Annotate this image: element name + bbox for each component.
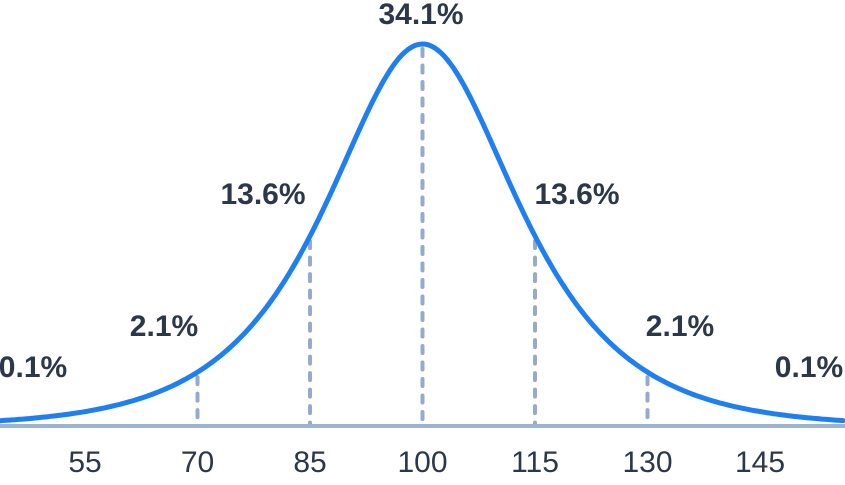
percent-label-left-tail: 0.1% (0, 351, 68, 384)
percent-label-right-tail: 0.1% (774, 351, 844, 384)
x-tick-145: 145 (734, 446, 786, 479)
x-tick-100: 100 (397, 446, 448, 479)
x-tick-130: 130 (622, 446, 673, 479)
percent-label-right-2sd: 2.1% (645, 310, 715, 343)
percent-label-right-1sd: 13.6% (534, 178, 620, 211)
percent-label-left-2sd: 2.1% (129, 310, 199, 343)
x-tick-55: 55 (68, 446, 102, 479)
x-tick-85: 85 (293, 446, 327, 479)
x-tick-115: 115 (511, 446, 559, 479)
percent-label-left-1sd: 13.6% (220, 178, 306, 211)
x-tick-70: 70 (180, 446, 215, 479)
percent-label-peak: 34.1% (378, 0, 464, 31)
bell-curve-line (0, 41, 845, 424)
